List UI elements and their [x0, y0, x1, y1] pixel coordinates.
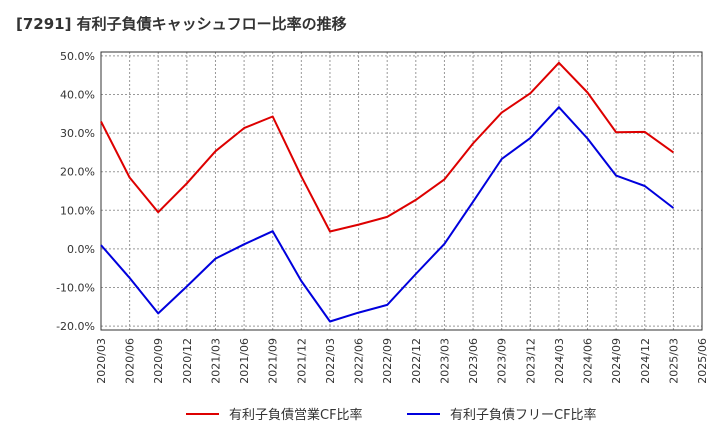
- plot-area: [101, 52, 702, 330]
- x-tick-label: 2022/06: [353, 338, 366, 384]
- series-line-2: [100, 106, 675, 323]
- x-tick-label: 2021/03: [209, 338, 222, 384]
- x-tick-label: 2020/09: [152, 338, 165, 384]
- legend-label-1: 有利子負債営業CF比率: [229, 407, 363, 423]
- chart-title: [7291] 有利子負債キャッシュフロー比率の推移: [16, 15, 347, 33]
- series-line-1: [100, 61, 674, 233]
- x-tick-label: 2023/06: [467, 338, 480, 384]
- y-tick-label: -10.0%: [56, 282, 95, 295]
- x-tick-label: 2023/09: [496, 338, 509, 384]
- y-tick-label: 10.0%: [60, 204, 95, 217]
- x-tick-label: 2024/12: [639, 338, 652, 384]
- plot-border: [100, 51, 703, 331]
- x-tick-label: 2020/12: [181, 338, 194, 384]
- x-tick-label: 2024/06: [582, 338, 595, 384]
- x-tick-label: 2024/03: [553, 338, 566, 384]
- y-tick-label: 30.0%: [60, 127, 95, 140]
- x-tick-label: 2025/06: [696, 338, 709, 384]
- x-tick-label: 2022/03: [324, 338, 337, 384]
- x-tick-label: 2021/12: [295, 338, 308, 384]
- y-tick-label: -20.0%: [56, 320, 95, 333]
- legend-label-2: 有利子負債フリーCF比率: [450, 407, 597, 423]
- x-tick-label: 2020/06: [124, 338, 137, 384]
- x-tick-label: 2023/03: [438, 338, 451, 384]
- x-tick-label: 2024/09: [610, 338, 623, 384]
- y-tick-label: 0.0%: [67, 243, 95, 256]
- x-tick-label: 2025/03: [667, 338, 680, 384]
- x-tick-label: 2023/12: [524, 338, 537, 384]
- y-tick-label: 40.0%: [60, 88, 95, 101]
- y-tick-label: 50.0%: [60, 50, 95, 63]
- y-tick-label: 20.0%: [60, 166, 95, 179]
- x-tick-label: 2022/12: [410, 338, 423, 384]
- x-tick-label: 2021/06: [238, 338, 251, 384]
- x-tick-label: 2021/09: [267, 338, 280, 384]
- x-tick-label: 2020/03: [95, 338, 108, 384]
- x-tick-label: 2022/09: [381, 338, 394, 384]
